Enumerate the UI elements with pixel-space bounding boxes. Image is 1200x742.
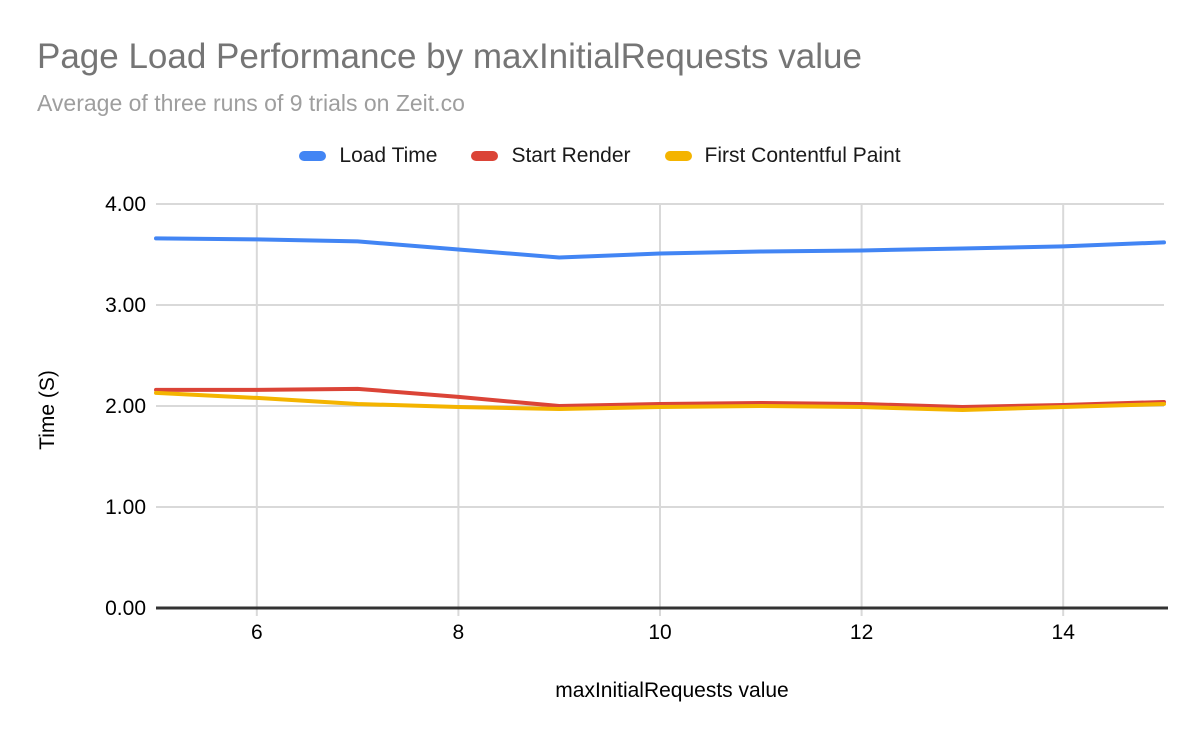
series-line-first-contentful-paint: [154, 390, 1166, 413]
x-tick-label-14: 14: [1052, 621, 1076, 644]
legend-swatch-start-render: [471, 151, 499, 161]
chart-title: Page Load Performance by maxInitialReque…: [37, 37, 862, 76]
x-tick-label-8: 8: [453, 621, 465, 644]
x-axis-title: maxInitialRequests value: [555, 679, 788, 702]
legend-label-first-contentful-paint: First Contentful Paint: [704, 144, 901, 167]
legend-item-first-contentful-paint: First Contentful Paint: [664, 144, 901, 168]
legend-item-load-time: Load Time: [299, 144, 437, 168]
y-axis-title: Time (S): [36, 370, 59, 450]
y-tick-label-4.00: 4.00: [105, 193, 146, 216]
x-tick-label-12: 12: [850, 621, 873, 644]
legend-label-start-render: Start Render: [511, 144, 631, 167]
y-tick-label-3.00: 3.00: [105, 294, 146, 317]
x-tick-label-10: 10: [648, 621, 671, 644]
series-line-start-render: [154, 386, 1166, 410]
x-tick-label-6: 6: [251, 621, 263, 644]
chart-subtitle: Average of three runs of 9 trials on Zei…: [37, 90, 465, 116]
y-tick-label-2.00: 2.00: [105, 395, 146, 418]
y-tick-label-0.00: 0.00: [105, 597, 146, 620]
legend-swatch-first-contentful-paint: [664, 151, 692, 161]
legend: Load Time Start Render First Contentful …: [0, 141, 1200, 171]
series-line-load-time: [154, 236, 1166, 260]
legend-item-start-render: Start Render: [471, 144, 631, 168]
legend-label-load-time: Load Time: [339, 144, 438, 167]
legend-swatch-load-time: [299, 151, 327, 161]
y-tick-label-1.00: 1.00: [105, 496, 146, 519]
